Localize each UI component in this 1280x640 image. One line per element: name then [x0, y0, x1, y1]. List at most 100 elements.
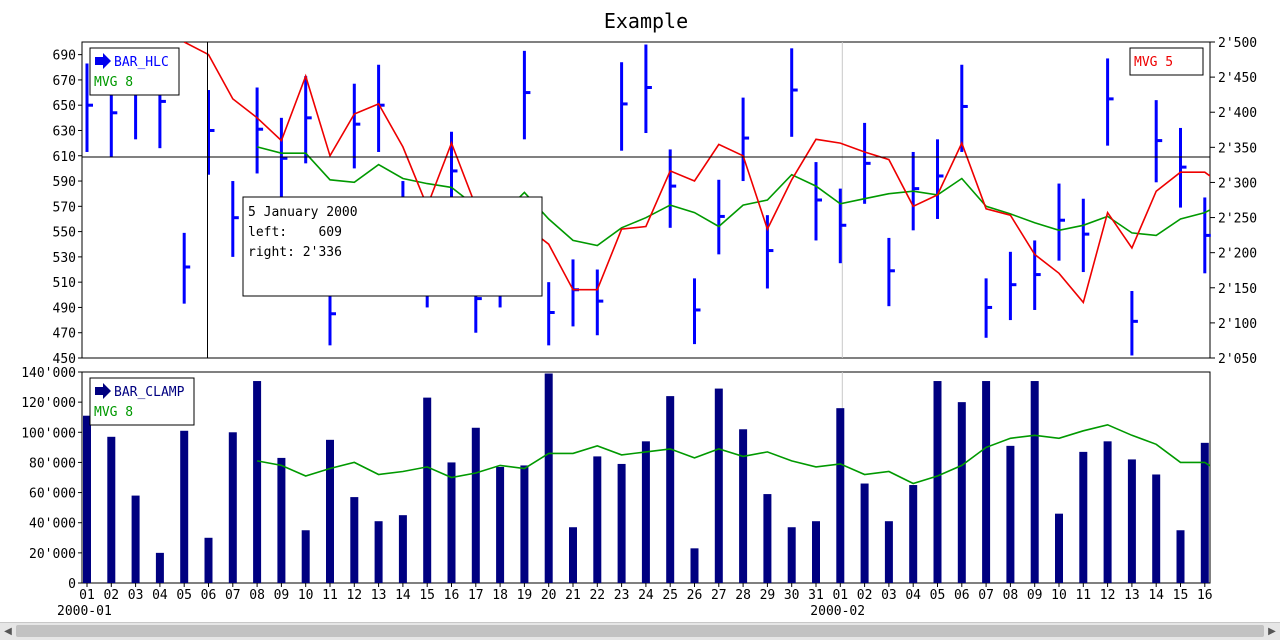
hlc-bar	[620, 62, 624, 151]
lower-legend-box	[89, 377, 195, 426]
date-axis: 01 02 03 04 05 06 07 08 09 10 11 12 13 14 15 16 17 18 19 20…	[57, 583, 1213, 619]
hlc-close-tick	[1181, 165, 1187, 169]
left-axis-tick-label: 510	[53, 276, 76, 291]
date-axis-day-label: 14	[1148, 588, 1164, 603]
left-axis-tick-label: 450	[53, 352, 76, 367]
hlc-close-tick	[1157, 139, 1163, 143]
left-axis-tick-label: 650	[53, 99, 76, 114]
date-axis-day-label: 13	[371, 588, 387, 603]
volume-bar	[690, 548, 699, 583]
date-axis-day-label: 07	[225, 588, 241, 603]
date-axis-day-label: 03	[881, 588, 897, 603]
hlc-bar	[1179, 127, 1182, 208]
left-axis-tick-label: 630	[53, 124, 76, 139]
date-axis-day-label: 05	[176, 588, 192, 603]
hlc-close-tick	[452, 169, 458, 173]
hlc-bar	[814, 162, 818, 241]
hlc-close-tick	[160, 99, 166, 103]
tooltip-box	[242, 196, 543, 297]
hlc-bar	[255, 87, 259, 174]
hlc-bar	[231, 181, 235, 257]
date-axis-day-label: 10	[298, 588, 314, 603]
hlc-close-tick	[1060, 218, 1065, 222]
hlc-bar	[522, 50, 526, 140]
volume-bar	[617, 463, 626, 583]
date-axis-day-label: 19	[517, 588, 533, 603]
lower-axis-tick-label: 0	[68, 577, 76, 592]
upper-panel: 450 470 490 510 530 550 570 590 610 630 650 670 690 2…	[53, 36, 1258, 367]
arrow-right-icon	[95, 53, 111, 69]
date-axis-day-label: 16	[444, 588, 460, 603]
right-axis-tick-label: 2'300	[1218, 176, 1257, 191]
lower-panel: 0 20'000 40'000 60'000 80'000 100'000 120'000 1…	[21, 366, 1211, 592]
date-axis-day-label: 01	[79, 588, 95, 603]
date-axis-day-label: 26	[687, 588, 703, 603]
date-axis-day-label: 01	[832, 588, 848, 603]
volume-bar	[909, 485, 918, 583]
hlc-close-tick	[695, 308, 701, 312]
date-axis-day-label: 31	[808, 588, 824, 603]
hlc-bar	[450, 131, 453, 213]
volume-bar	[423, 397, 432, 583]
hlc-close-tick	[1084, 232, 1090, 236]
hlc-bar	[85, 63, 89, 152]
right-legend-box	[1129, 47, 1204, 76]
volume-bar	[83, 415, 91, 583]
volume-bar	[666, 396, 675, 583]
volume-bar	[1006, 445, 1015, 583]
volume-bar	[131, 495, 140, 583]
hlc-bar	[887, 237, 891, 307]
horizontal-scrollbar[interactable]: ◀ ▶	[0, 622, 1280, 640]
scroll-left-icon[interactable]: ◀	[4, 626, 12, 637]
volume-bar	[398, 515, 407, 583]
lower-series	[256, 423, 1210, 485]
hlc-bar	[765, 215, 769, 289]
hlc-close-tick	[817, 198, 822, 202]
hlc-bar	[936, 139, 939, 219]
hlc-close-tick	[379, 103, 385, 107]
hlc-bar	[668, 149, 672, 228]
hlc-close-tick	[1035, 273, 1041, 277]
hlc-bar	[693, 278, 696, 345]
hlc-bar	[547, 282, 551, 346]
volume-bar	[836, 408, 845, 583]
scroll-right-icon[interactable]: ▶	[1268, 626, 1276, 637]
hlc-bar	[1008, 251, 1012, 321]
hlc-bar	[304, 76, 308, 164]
hlc-close-tick	[938, 174, 944, 178]
volume-bar	[933, 381, 942, 583]
volume-bar	[350, 497, 359, 583]
volume-bar	[1176, 530, 1185, 583]
left-axis-tick-label: 670	[53, 74, 76, 89]
left-axis-tick-label: 550	[53, 226, 76, 241]
hlc-close-tick	[185, 265, 191, 269]
date-axis-day-label: 29	[760, 588, 776, 603]
date-axis-day-label: 04	[152, 588, 168, 603]
hlc-close-tick	[792, 88, 798, 92]
volume-bar	[593, 456, 602, 583]
legend-label-mvg8: MVG 8	[94, 75, 133, 90]
scroll-thumb[interactable]	[16, 625, 1264, 637]
hlc-bar	[644, 44, 648, 134]
left-axis-tick-label: 490	[53, 301, 76, 316]
legend-label-mvg5: MVG 5	[1134, 55, 1173, 70]
hlc-close-tick	[671, 184, 677, 188]
lower-axis-tick-label: 60'000	[29, 487, 76, 502]
date-axis-day-label: 25	[662, 588, 678, 603]
right-axis-tick-label: 2'500	[1218, 36, 1257, 51]
lower-axis-tick-label: 40'000	[29, 517, 76, 532]
hlc-close-tick	[889, 269, 895, 273]
hlc-close-tick	[1108, 97, 1114, 101]
date-axis-day-label: 09	[274, 588, 290, 603]
date-axis-day-label: 13	[1124, 588, 1140, 603]
right-axis-tick-label: 2'250	[1218, 212, 1257, 227]
volume-bar	[860, 483, 869, 583]
hlc-close-tick	[987, 305, 993, 309]
hlc-close-tick	[549, 310, 555, 314]
hlc-bar	[134, 63, 138, 140]
volume-bar	[982, 381, 991, 583]
hlc-close-tick	[622, 102, 628, 106]
volume-bar	[326, 439, 334, 583]
date-axis-day-label: 22	[589, 588, 605, 603]
volume-bar	[1200, 442, 1209, 583]
